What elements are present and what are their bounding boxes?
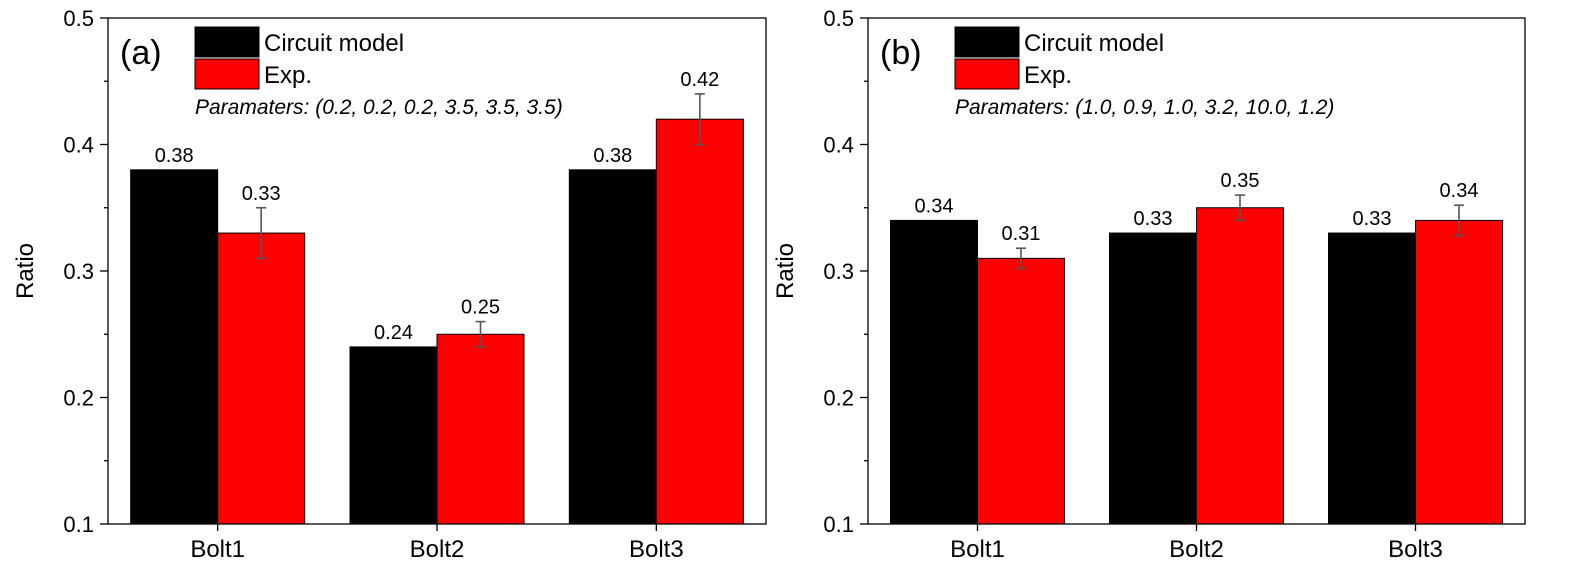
x-tick-label: Bolt3 <box>1388 536 1443 563</box>
x-tick-label: Bolt1 <box>950 536 1005 563</box>
y-tick-label: 0.2 <box>823 386 854 411</box>
parameters-annotation: Paramaters: (0.2, 0.2, 0.2, 3.5, 3.5, 3.… <box>195 96 563 119</box>
legend-label-exp: Exp. <box>264 62 312 89</box>
y-axis-label: Ratio <box>12 243 39 299</box>
plot-frame <box>867 17 1526 525</box>
bar-circuit-model-bolt1 <box>130 169 219 525</box>
y-tick-label: 0.2 <box>63 386 94 411</box>
legend-swatch-exp <box>954 58 1020 90</box>
data-label-circuit-model-bolt3: 0.38 <box>593 145 632 167</box>
bar-exp-bolt1 <box>977 257 1065 525</box>
panel-a: 0.38 0.33 Bolt1 0.24 0.25 Bolt2 0.38 0.42 Bolt3 0… <box>12 6 767 563</box>
bar-exp-bolt1 <box>217 232 306 525</box>
data-label-exp-bolt1: 0.31 <box>1002 223 1041 245</box>
y-tick-label: 0.4 <box>823 133 854 158</box>
y-tick-label: 0.3 <box>823 259 854 284</box>
bar-exp-bolt2 <box>436 333 525 525</box>
data-label-circuit-model-bolt2: 0.33 <box>1134 208 1173 230</box>
data-label-exp-bolt1: 0.33 <box>242 183 281 205</box>
data-label-exp-bolt2: 0.25 <box>461 297 500 319</box>
data-label-circuit-model-bolt3: 0.33 <box>1353 208 1392 230</box>
y-tick-label: 0.1 <box>63 512 94 537</box>
y-tick-label: 0.5 <box>63 6 94 31</box>
data-label-circuit-model-bolt1: 0.38 <box>155 145 194 167</box>
bar-exp-bolt3 <box>1415 219 1503 525</box>
bar-circuit-model-bolt3 <box>1328 232 1416 525</box>
y-axis-label: Ratio <box>772 243 799 299</box>
legend-label-exp: Exp. <box>1024 62 1072 89</box>
y-tick-label: 0.5 <box>823 6 854 31</box>
parameters-annotation: Paramaters: (1.0, 0.9, 1.0, 3.2, 10.0, 1… <box>955 96 1334 119</box>
data-label-circuit-model-bolt1: 0.34 <box>915 195 954 217</box>
x-tick-label: Bolt1 <box>190 536 245 563</box>
data-label-exp-bolt2: 0.35 <box>1221 170 1260 192</box>
legend-label-circuit-model: Circuit model <box>264 30 404 57</box>
x-tick-label: Bolt2 <box>410 536 465 563</box>
y-tick-label: 0.1 <box>823 512 854 537</box>
plot-frame <box>107 17 767 525</box>
data-label-circuit-model-bolt2: 0.24 <box>374 322 413 344</box>
y-tick-label: 0.3 <box>63 259 94 284</box>
bar-circuit-model-bolt3 <box>568 169 657 525</box>
panel-b: 0.34 0.31 Bolt1 0.33 0.35 Bolt2 0.33 0.34 Bolt3 0… <box>772 6 1526 563</box>
legend-swatch-circuit-model <box>954 26 1020 58</box>
panel-label: (b) <box>880 34 922 72</box>
bar-exp-bolt2 <box>1196 207 1284 525</box>
x-tick-label: Bolt2 <box>1169 536 1224 563</box>
x-tick-label: Bolt3 <box>629 536 684 563</box>
bar-circuit-model-bolt2 <box>349 346 438 525</box>
legend-swatch-exp <box>194 58 260 90</box>
legend-label-circuit-model: Circuit model <box>1024 30 1164 57</box>
legend-swatch-circuit-model <box>194 26 260 58</box>
data-label-exp-bolt3: 0.34 <box>1440 180 1479 202</box>
y-tick-label: 0.4 <box>63 133 94 158</box>
bar-exp-bolt3 <box>655 118 744 525</box>
data-label-exp-bolt3: 0.42 <box>680 69 719 91</box>
bar-circuit-model-bolt2 <box>1109 232 1197 525</box>
bar-circuit-model-bolt1 <box>890 219 978 525</box>
panel-label: (a) <box>120 34 162 72</box>
